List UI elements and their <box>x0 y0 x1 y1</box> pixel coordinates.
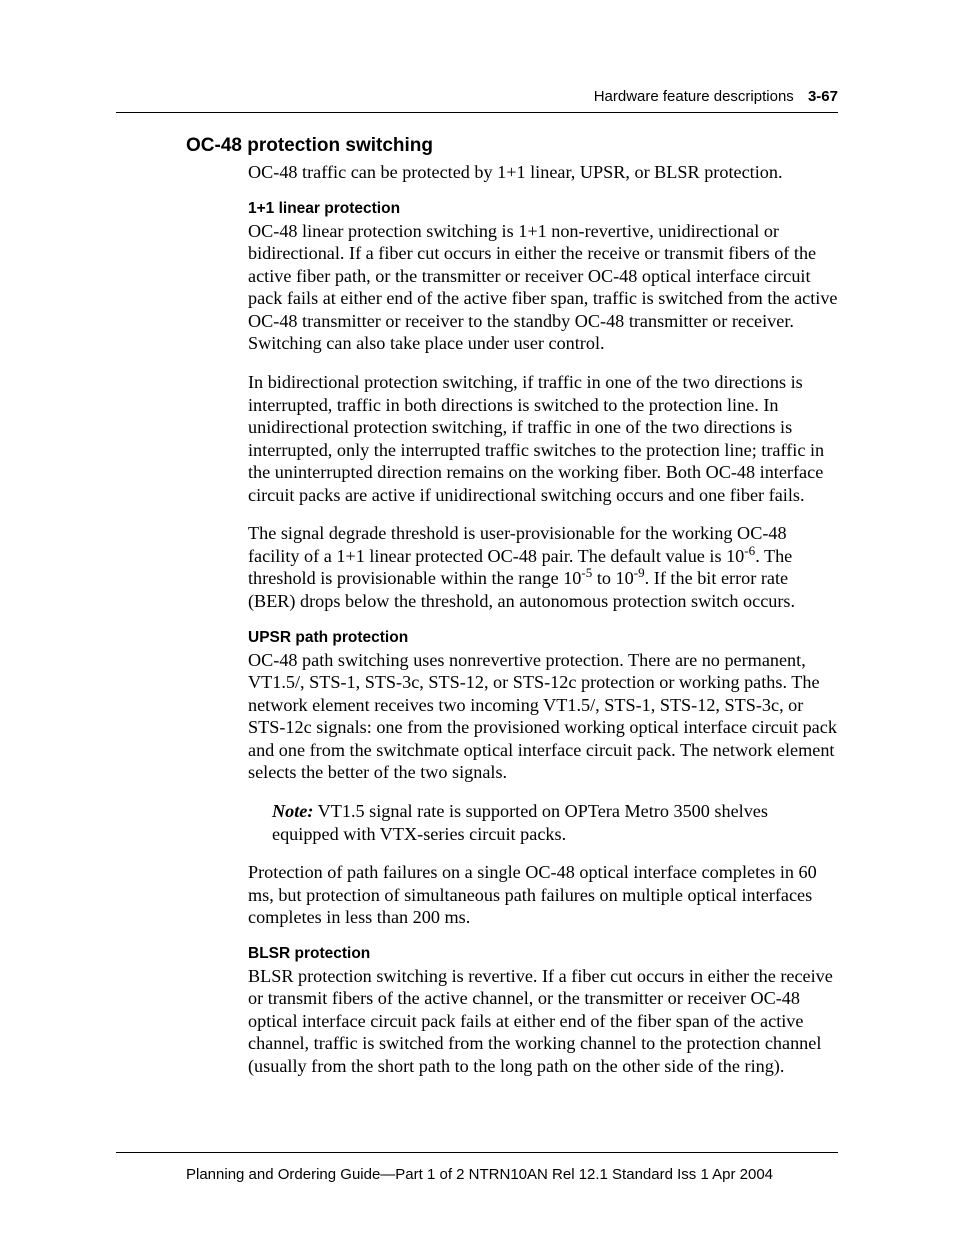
upsr-note: Note: VT1.5 signal rate is supported on … <box>272 800 838 845</box>
content-area: OC-48 protection switching OC-48 traffic… <box>186 135 838 1078</box>
linear-p3-c: to 10 <box>592 568 633 588</box>
upsr-note-body: VT1.5 signal rate is supported on OPTera… <box>272 801 768 844</box>
blsr-p1: BLSR protection switching is revertive. … <box>248 965 838 1078</box>
intro-paragraph: OC-48 traffic can be protected by 1+1 li… <box>248 161 838 184</box>
body-block: OC-48 traffic can be protected by 1+1 li… <box>248 161 838 1078</box>
section-title: OC-48 protection switching <box>186 135 838 157</box>
header-rule <box>116 112 838 113</box>
footer-rule <box>116 1152 838 1153</box>
linear-p2: In bidirectional protection switching, i… <box>248 371 838 506</box>
exp-default: -6 <box>744 543 755 558</box>
page: Hardware feature descriptions 3-67 OC-48… <box>0 0 954 1235</box>
linear-p3-a: The signal degrade threshold is user-pro… <box>248 523 787 566</box>
exp-high: -9 <box>634 565 645 580</box>
linear-p1: OC-48 linear protection switching is 1+1… <box>248 220 838 355</box>
upsr-p1: OC-48 path switching uses nonrevertive p… <box>248 649 838 784</box>
exp-low: -5 <box>581 565 592 580</box>
running-header: Hardware feature descriptions 3-67 <box>594 88 838 105</box>
page-number: 3-67 <box>808 88 838 105</box>
header-section-text: Hardware feature descriptions <box>594 88 794 105</box>
linear-p3: The signal degrade threshold is user-pro… <box>248 522 838 612</box>
blsr-subtitle: BLSR protection <box>248 945 838 963</box>
linear-subtitle: 1+1 linear protection <box>248 200 838 218</box>
footer-text: Planning and Ordering Guide—Part 1 of 2 … <box>186 1166 838 1183</box>
note-label: Note: <box>272 801 313 821</box>
upsr-subtitle: UPSR path protection <box>248 629 838 647</box>
upsr-p2: Protection of path failures on a single … <box>248 861 838 929</box>
